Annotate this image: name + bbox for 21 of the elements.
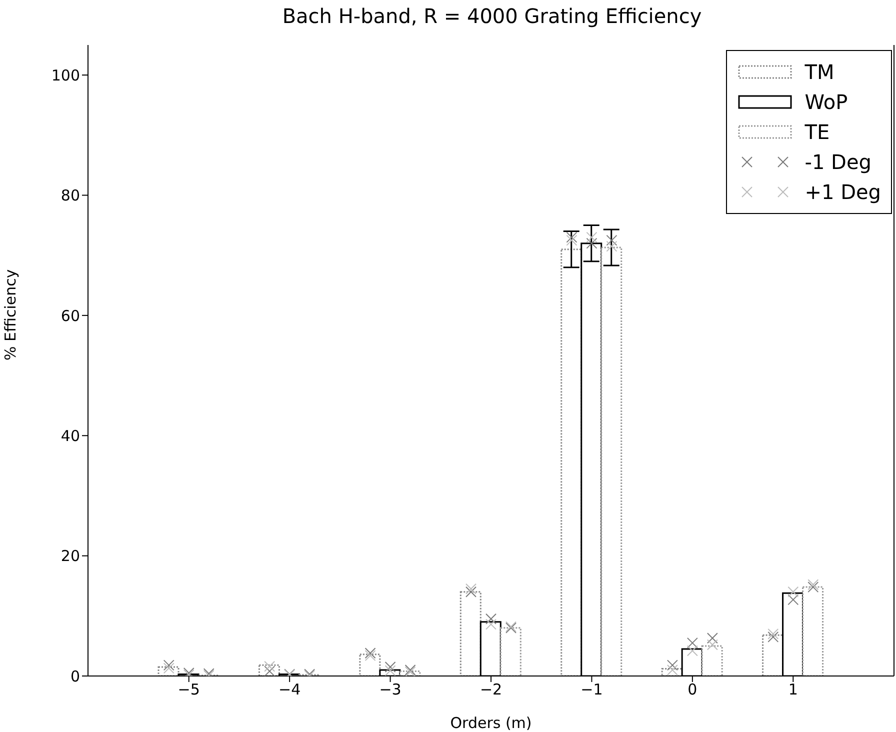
y-tick-label: 20	[60, 547, 80, 566]
y-tick-label: 80	[60, 186, 80, 205]
y-tick-label: 0	[70, 667, 80, 686]
y-tick-label: 40	[60, 426, 80, 445]
y-tick-label: 60	[60, 306, 80, 325]
legend-label: +1 Deg	[804, 180, 881, 204]
x-tick-label: −1	[580, 680, 603, 699]
x-tick-label: −2	[480, 680, 502, 699]
x-tick-label: −4	[278, 680, 301, 699]
legend-label: WoP	[804, 90, 848, 114]
chart-title: Bach H-band, R = 4000 Grating Efficiency	[281, 4, 703, 28]
x-tick-label: −3	[379, 680, 402, 699]
x-tick-label: 1	[788, 680, 798, 699]
legend-label: -1 Deg	[804, 150, 872, 174]
x-tick-label: −5	[178, 680, 200, 699]
y-axis-title: % Efficiency	[1, 269, 20, 360]
legend-label: TE	[804, 120, 830, 144]
x-axis-title: Orders (m)	[450, 714, 532, 732]
y-tick-label: 100	[51, 66, 80, 84]
x-tick-label: 0	[688, 680, 698, 699]
legend-label: TM	[804, 60, 834, 84]
